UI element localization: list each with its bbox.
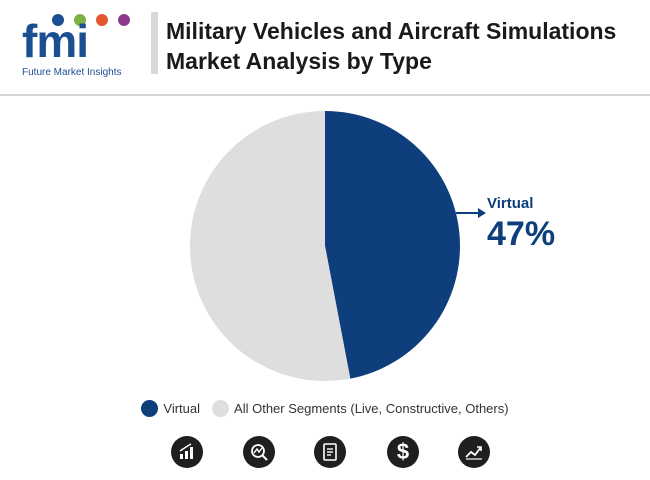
legend: Virtual All Other Segments (Live, Constr… — [0, 398, 650, 418]
header-rule — [0, 94, 650, 96]
legend-swatch-other — [212, 399, 230, 417]
legend-item-virtual: Virtual — [141, 399, 201, 417]
pie-slice-other — [189, 111, 351, 381]
legend-swatch-virtual — [141, 399, 159, 417]
magnifier-chart-icon — [243, 436, 275, 468]
legend-label-other: All Other Segments (Live, Constructive, … — [234, 400, 509, 416]
legend-item-other: All Other Segments (Live, Constructive, … — [212, 399, 509, 417]
pie-chart: Virtual 47% — [189, 111, 555, 381]
callout-value: 47% — [487, 215, 555, 253]
callout-label: Virtual — [487, 195, 533, 212]
dollar-icon: $ — [387, 436, 419, 468]
bar-chart-icon — [171, 436, 203, 468]
logo-dots — [52, 14, 142, 28]
footer-icons: $ — [0, 436, 650, 470]
title-divider — [151, 12, 158, 74]
pie-slice-virtual — [325, 111, 461, 379]
callout-arrow-head — [478, 208, 486, 218]
line-chart-icon — [458, 436, 490, 468]
page-title: Military Vehicles and Aircraft Simulatio… — [166, 18, 617, 74]
callout: Virtual 47% — [456, 195, 555, 253]
logo-wordmark: fmi — [22, 15, 89, 67]
document-icon — [314, 436, 346, 468]
logo-tagline: Future Market Insights — [22, 67, 122, 78]
header: fmi Future Market Insights Military Vehi… — [0, 0, 650, 94]
legend-label-virtual: Virtual — [163, 400, 201, 416]
dollar-glyph: $ — [396, 439, 410, 464]
fmi-logo: fmi Future Market Insights — [22, 10, 140, 82]
